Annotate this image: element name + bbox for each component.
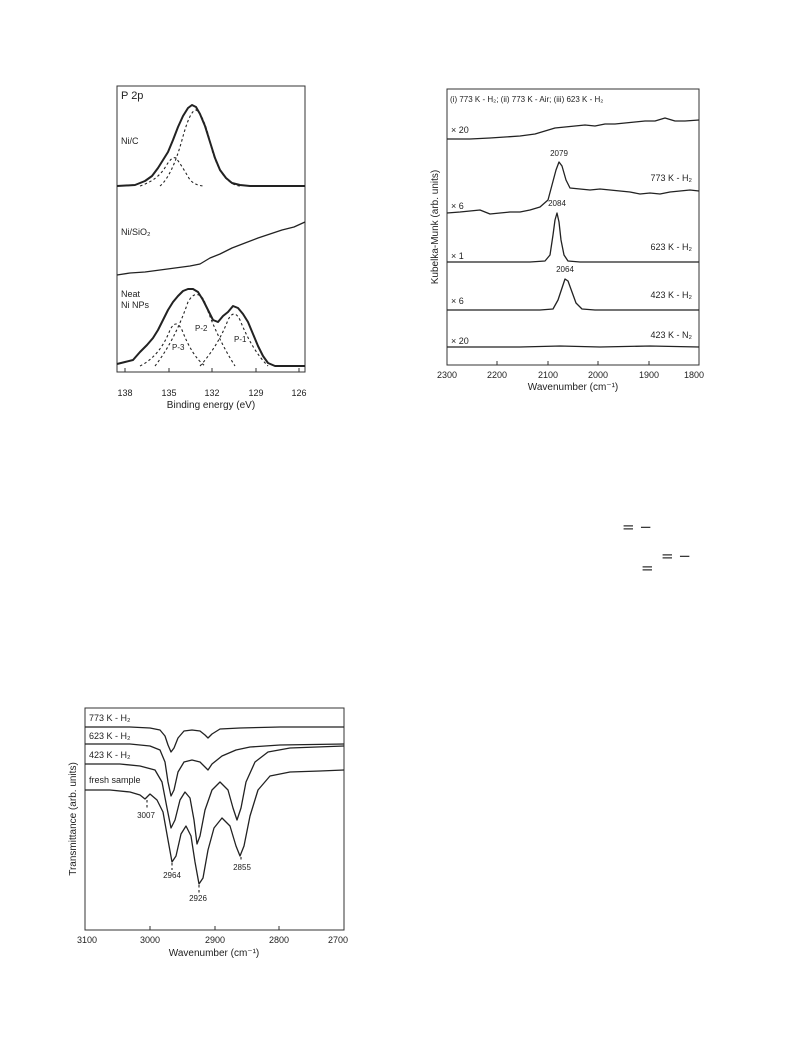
drifts-trace-623k-h2 — [447, 212, 699, 263]
ftir-tick-3000: 3000 — [140, 935, 160, 945]
ftir-trace-773k-h2 — [85, 726, 344, 753]
xps-tick-126: 126 — [291, 388, 306, 398]
drifts-tick-1800: 1800 — [684, 370, 704, 380]
xps-tick-132: 132 — [204, 388, 219, 398]
drifts-tick-2100: 2100 — [538, 370, 558, 380]
xps-label-nic: Ni/C — [121, 136, 139, 146]
xps-panel-title: P 2p — [121, 90, 143, 102]
xps-nic-component-a — [139, 157, 206, 187]
ftir-x-axis-label: Wavenumber (cm⁻¹) — [169, 948, 259, 959]
xps-label-ni-nps: Ni NPs — [121, 300, 150, 310]
drifts-factor-4: × 6 — [451, 296, 464, 306]
drifts-y-axis-label: Kubelka-Munk (arb. units) — [430, 170, 441, 285]
drifts-trace-label-423k-h2: 423 K - H₂ — [650, 290, 692, 300]
xps-plot-frame — [116, 85, 306, 373]
drifts-tick-2300: 2300 — [437, 370, 457, 380]
ftir-tick-3100: 3100 — [77, 935, 97, 945]
xps-nic-component-b — [159, 109, 241, 187]
xps-tick-135: 135 — [161, 388, 176, 398]
drifts-x-axis-label: Wavenumber (cm⁻¹) — [528, 382, 618, 393]
ftir-plot-frame — [84, 707, 345, 931]
xps-neat-component-p3 — [139, 323, 206, 367]
xps-neat-component-p1 — [199, 313, 269, 367]
drifts-factor-1: × 20 — [451, 125, 469, 135]
drifts-trace-423k-h2 — [447, 278, 699, 311]
xps-label-neat: Neat — [121, 289, 141, 299]
drifts-tick-2000: 2000 — [588, 370, 608, 380]
drifts-trace-label-623k-h2: 623 K - H₂ — [650, 242, 692, 252]
drifts-trace-label-423k-n2: 423 K - N₂ — [650, 330, 692, 340]
drifts-peak-2064: 2064 — [556, 265, 574, 274]
ftir-trace-label-423k: 423 K - H₂ — [89, 750, 131, 760]
ftir-trace-423k-h2 — [85, 745, 345, 845]
xps-nisio-trace — [116, 221, 306, 276]
drifts-tick-1900: 1900 — [639, 370, 659, 380]
drifts-title: (i) 773 K - H₂; (ii) 773 K - Air; (iii) … — [450, 95, 603, 104]
xps-tick-129: 129 — [248, 388, 263, 398]
xps-label-nisio: Ni/SiO₂ — [121, 227, 151, 237]
xps-component-p3-label: P-3 — [172, 343, 185, 352]
xps-component-p1-label: P-1 — [234, 335, 247, 344]
ftir-tick-2800: 2800 — [269, 935, 289, 945]
drifts-tick-2200: 2200 — [487, 370, 507, 380]
xps-neat-component-p2 — [154, 293, 236, 367]
drifts-plot-frame — [446, 88, 700, 366]
xps-x-axis-label: Binding energy (eV) — [167, 400, 255, 411]
ftir-peak-3007: 3007 — [137, 811, 155, 820]
drifts-factor-2: × 6 — [451, 201, 464, 211]
ftir-trace-label-623k: 623 K - H₂ — [89, 731, 131, 741]
ftir-tick-2900: 2900 — [205, 935, 225, 945]
ftir-trace-label-fresh: fresh sample — [89, 775, 141, 785]
xps-tick-138: 138 — [117, 388, 132, 398]
drifts-trace-label-773k-h2: 773 K - H₂ — [650, 173, 692, 183]
ftir-trace-fresh-sample — [85, 769, 345, 885]
drifts-peak-2084: 2084 — [548, 199, 566, 208]
ftir-trace-623k-h2 — [85, 743, 345, 797]
drifts-peak-2079: 2079 — [550, 149, 568, 158]
drifts-factor-3: × 1 — [451, 251, 464, 261]
xps-component-p2-label: P-2 — [195, 324, 208, 333]
drifts-factor-5: × 20 — [451, 336, 469, 346]
xps-nic-envelope — [116, 104, 305, 187]
ftir-y-axis-label: Transmittance (arb. units) — [68, 762, 79, 876]
xps-neat-envelope — [116, 288, 305, 367]
drifts-trace-1 — [447, 117, 700, 140]
ftir-tick-2700: 2700 — [328, 935, 348, 945]
ftir-peak-2855: 2855 — [233, 863, 251, 872]
drifts-trace-773k-h2 — [446, 161, 700, 215]
drifts-trace-423k-n2 — [447, 345, 700, 348]
ftir-trace-label-773k: 773 K - H₂ — [89, 713, 131, 723]
ftir-peak-2926: 2926 — [189, 894, 207, 903]
ftir-peak-2964: 2964 — [163, 871, 181, 880]
